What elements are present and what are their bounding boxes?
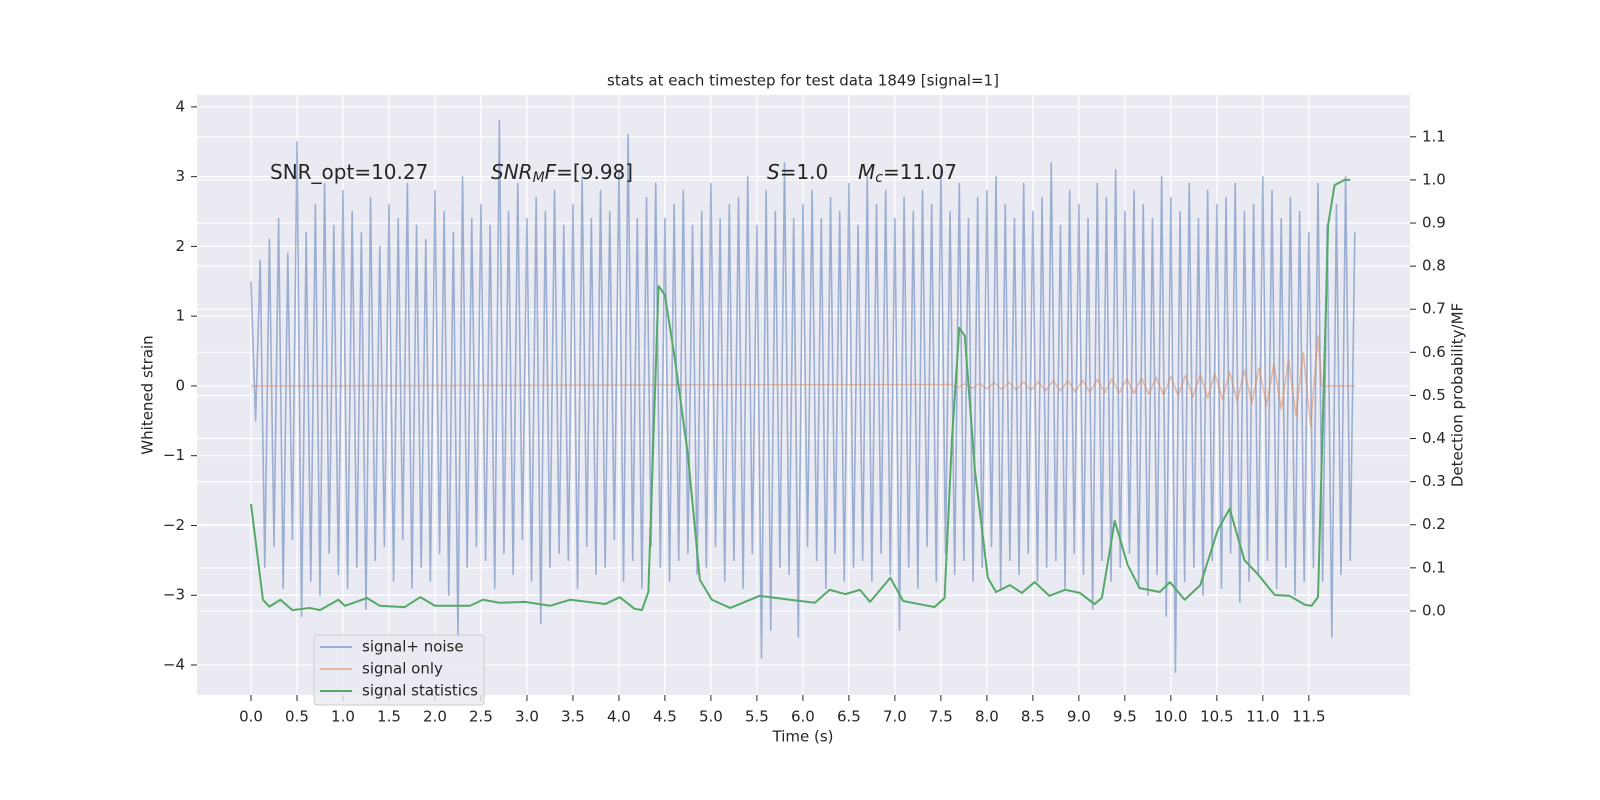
annotation: SNRMF=[9.98] bbox=[491, 160, 633, 187]
y2-tick-label: 0.3 bbox=[1422, 472, 1446, 490]
legend-box bbox=[313, 634, 485, 706]
y2-tick-label: 0.1 bbox=[1422, 558, 1446, 576]
y-tick-label: 2 bbox=[175, 237, 185, 255]
legend-label: signal+ noise bbox=[362, 638, 464, 656]
annotation-part: F bbox=[545, 160, 557, 184]
x-tick-label: 6.0 bbox=[791, 708, 815, 726]
x-tick-label: 6.5 bbox=[837, 708, 861, 726]
y-tick-label: 4 bbox=[175, 97, 185, 115]
y2-tick-label: 0.7 bbox=[1422, 300, 1446, 318]
series-line bbox=[250, 120, 1356, 673]
x-tick-label: 4.0 bbox=[607, 708, 631, 726]
labels: 0.0 0.5 1.0 1.5 2.0 2.5 3.0 3.5 4.0 4.5 5.0 5.5 6.0 6… bbox=[163, 97, 1446, 725]
y-tick-label: −3 bbox=[163, 586, 185, 604]
x-tick-label: 3.5 bbox=[561, 708, 585, 726]
x-tick-label: 0.0 bbox=[239, 708, 263, 726]
x-tick-label: 8.0 bbox=[975, 708, 999, 726]
y2-tick-label: 0.6 bbox=[1422, 343, 1446, 361]
x-tick-label: 5.5 bbox=[745, 708, 769, 726]
y-tick-label: −2 bbox=[163, 516, 185, 534]
x-tick-label: 10.0 bbox=[1154, 708, 1187, 726]
annotation: S=1.0 bbox=[767, 160, 828, 184]
y2-tick-label: 1.1 bbox=[1422, 127, 1446, 145]
x-tick-label: 10.5 bbox=[1200, 708, 1233, 726]
x-tick-label: 1.0 bbox=[331, 708, 355, 726]
series-line bbox=[249, 178, 1351, 612]
legend-label: signal only bbox=[362, 660, 443, 678]
y2-tick-label: 0.5 bbox=[1422, 386, 1446, 404]
annotation-part: SNR_opt=10.27 bbox=[270, 160, 428, 184]
y-tick-label: 0 bbox=[175, 376, 185, 394]
chart-title: stats at each timestep for test data 184… bbox=[607, 72, 999, 90]
x-tick-label: 2.0 bbox=[423, 708, 447, 726]
y-tick-label: −4 bbox=[163, 656, 185, 674]
annotation-part: M bbox=[858, 160, 875, 184]
marks bbox=[249, 120, 1356, 673]
x-tick-label: 11.5 bbox=[1292, 708, 1325, 726]
y2-tick-label: 1.0 bbox=[1422, 170, 1446, 188]
y2-tick-label: 0.0 bbox=[1422, 601, 1446, 619]
x-tick-label: 11.0 bbox=[1246, 708, 1279, 726]
annotation-part: c bbox=[875, 170, 883, 186]
annotation: SNR_opt=10.27 bbox=[270, 160, 428, 184]
x-tick-label: 7.5 bbox=[929, 708, 953, 726]
y-tick-label: −1 bbox=[163, 446, 185, 464]
annotation-part: M bbox=[533, 170, 545, 186]
annotation-part: =[9.98] bbox=[556, 160, 633, 184]
x-tick-label: 5.0 bbox=[699, 708, 723, 726]
y2-tick-label: 0.9 bbox=[1422, 214, 1446, 232]
x-tick-label: 9.0 bbox=[1067, 708, 1091, 726]
annotation: Mc=11.07 bbox=[858, 160, 957, 187]
y2-tick-label: 0.2 bbox=[1422, 515, 1446, 533]
y-tick-label: 1 bbox=[175, 307, 185, 325]
x-tick-label: 3.0 bbox=[515, 708, 539, 726]
x-tick-label: 8.5 bbox=[1021, 708, 1045, 726]
x-tick-label: 0.5 bbox=[285, 708, 309, 726]
annotation-part: SNR bbox=[491, 160, 533, 184]
legend-label: signal statistics bbox=[362, 682, 478, 700]
y2-axis-label: Detection probability/MF bbox=[1449, 303, 1467, 487]
annotation-part: =11.07 bbox=[883, 160, 957, 184]
series-line bbox=[250, 334, 1355, 427]
annotation-part: S bbox=[767, 160, 780, 184]
x-tick-label: 4.5 bbox=[653, 708, 677, 726]
x-tick-label: 9.5 bbox=[1113, 708, 1137, 726]
x-axis-label: Time (s) bbox=[772, 728, 834, 746]
annotation-part: =1.0 bbox=[780, 160, 829, 184]
x-tick-label: 7.0 bbox=[883, 708, 907, 726]
y2-tick-label: 0.4 bbox=[1422, 429, 1446, 447]
y-tick-label: 3 bbox=[175, 167, 185, 185]
y2-tick-label: 0.8 bbox=[1422, 257, 1446, 275]
y-axis-label: Whitened strain bbox=[139, 335, 157, 454]
x-tick-label: 1.5 bbox=[377, 708, 401, 726]
x-tick-label: 2.5 bbox=[469, 708, 493, 726]
